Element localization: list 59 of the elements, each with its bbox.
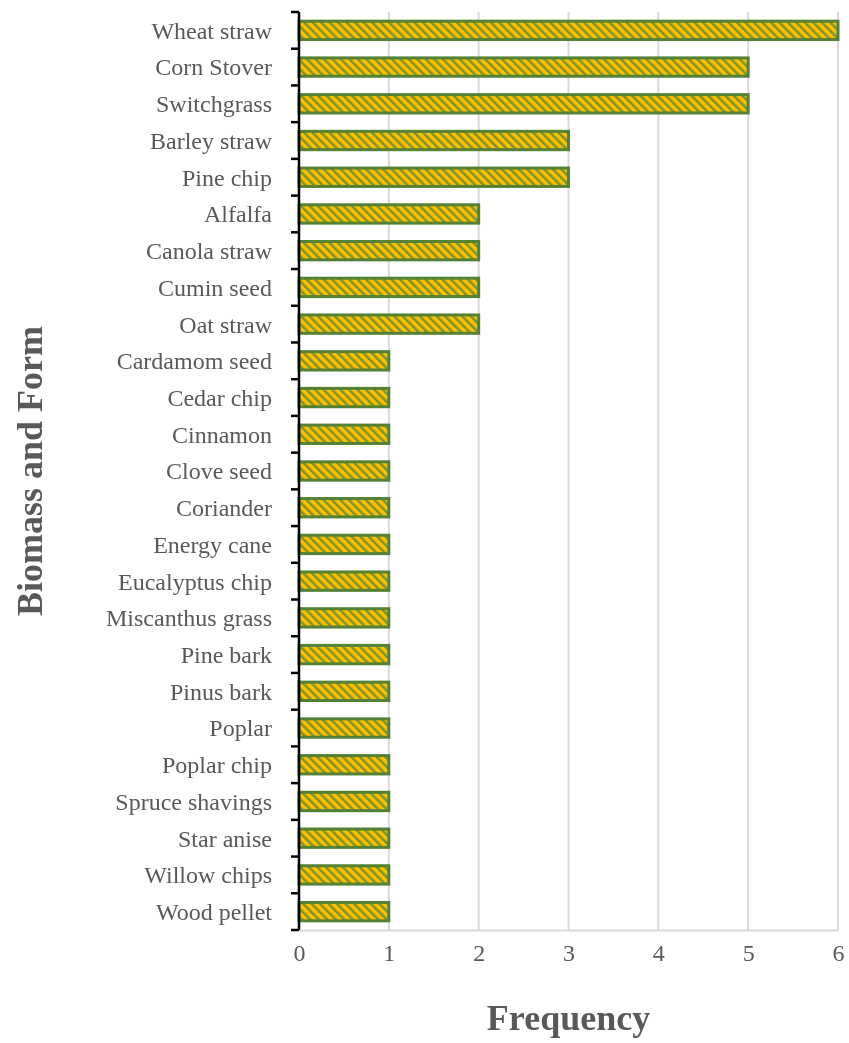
- bar: [297, 497, 391, 519]
- x-tick-label: 0: [293, 940, 306, 967]
- x-tick-label: 6: [832, 940, 845, 967]
- x-tick-label: 3: [563, 940, 575, 967]
- bar: [297, 460, 391, 482]
- bar: [297, 827, 391, 849]
- bar: [297, 203, 481, 225]
- bar: [297, 643, 391, 666]
- y-tick-label: Miscanthus grass: [106, 605, 272, 632]
- y-tick-label: Cumin seed: [158, 274, 272, 301]
- y-tick-label: Cardamom seed: [116, 348, 272, 375]
- bar: [297, 423, 391, 445]
- y-tick-label: Wheat straw: [151, 17, 273, 44]
- y-tick-label: Barley straw: [150, 127, 273, 154]
- x-axis-title: Frequency: [486, 998, 651, 1038]
- y-tick-label: Cinnamon: [172, 421, 272, 448]
- bar: [297, 680, 391, 702]
- bar: [297, 864, 391, 886]
- bar: [297, 717, 391, 739]
- y-tick-label: Star anise: [178, 825, 272, 852]
- bar: [297, 276, 481, 299]
- y-tick-label: Canola straw: [146, 238, 273, 265]
- y-tick-label: Pine chip: [182, 164, 272, 191]
- bar: [297, 350, 391, 372]
- y-tick-label: Coriander: [176, 495, 272, 522]
- y-tick-label: Wood pellet: [155, 899, 273, 926]
- y-tick-label: Poplar chip: [162, 752, 272, 779]
- y-tick-label: Spruce shavings: [115, 788, 272, 815]
- x-tick-label: 4: [652, 940, 665, 967]
- y-axis-title: Biomass and Form: [10, 325, 50, 617]
- y-tick-label: Clove seed: [166, 458, 272, 485]
- bar: [297, 19, 840, 42]
- y-tick-label: Alfalfa: [204, 201, 273, 228]
- y-tick-label: Eucalyptus chip: [118, 568, 272, 595]
- bar: [297, 313, 481, 335]
- bar: [297, 56, 750, 78]
- y-tick-label: Cedar chip: [167, 384, 272, 411]
- bar: [297, 129, 570, 152]
- y-tick-label: Switchgrass: [156, 91, 272, 118]
- y-tick-label: Energy cane: [153, 531, 272, 558]
- bar: [297, 240, 481, 262]
- bar: [297, 533, 391, 556]
- bar: [297, 790, 391, 813]
- bar: [297, 93, 750, 115]
- bar: [297, 166, 570, 188]
- y-tick-label: Oat straw: [179, 311, 273, 338]
- x-tick-label: 2: [473, 940, 486, 967]
- y-tick-label: Pine bark: [180, 642, 272, 668]
- bar: [297, 570, 391, 592]
- y-tick-label: Pinus bark: [170, 678, 272, 705]
- bar: [297, 754, 391, 776]
- y-tick-label: Corn Stover: [155, 54, 272, 81]
- bar: [297, 386, 391, 409]
- y-tick-label: Willow chips: [144, 862, 272, 889]
- y-tick-label: Poplar: [209, 715, 272, 742]
- x-tick-label: 5: [742, 940, 755, 967]
- bar: [297, 607, 391, 629]
- bar: [297, 900, 391, 923]
- x-tick-label: 1: [383, 940, 396, 967]
